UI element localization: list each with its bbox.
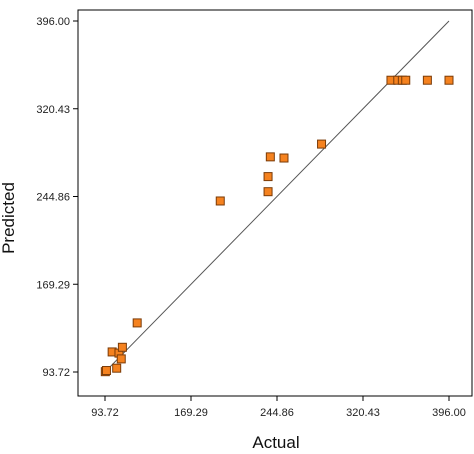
reference-line (104, 20, 450, 373)
data-point (265, 152, 275, 162)
data-point (422, 75, 432, 85)
data-point (263, 187, 273, 197)
y-tick-label: 320.43 (36, 104, 70, 116)
data-point (279, 153, 289, 163)
x-tick-label: 169.29 (174, 407, 208, 419)
data-point (444, 75, 454, 85)
y-tick-label: 396.00 (36, 16, 70, 28)
plot-frame (77, 9, 473, 397)
y-axis-title: Predicted (0, 182, 18, 254)
x-tick-label: 244.86 (260, 407, 294, 419)
data-point (132, 318, 142, 328)
x-axis-title: Actual (252, 433, 299, 452)
data-point (401, 75, 411, 85)
x-tick-label: 396.00 (432, 407, 466, 419)
data-point (215, 196, 225, 206)
data-point (263, 172, 273, 182)
data-point (112, 363, 122, 373)
x-tick-label: 93.72 (91, 407, 119, 419)
y-tick-label: 244.86 (36, 192, 70, 204)
x-tick-label: 320.43 (346, 407, 380, 419)
y-tick-label: 169.29 (36, 279, 70, 291)
data-point (101, 366, 111, 376)
data-point (317, 139, 327, 149)
data-point (116, 354, 126, 364)
y-tick-label: 93.72 (42, 367, 70, 379)
data-point (117, 342, 127, 352)
